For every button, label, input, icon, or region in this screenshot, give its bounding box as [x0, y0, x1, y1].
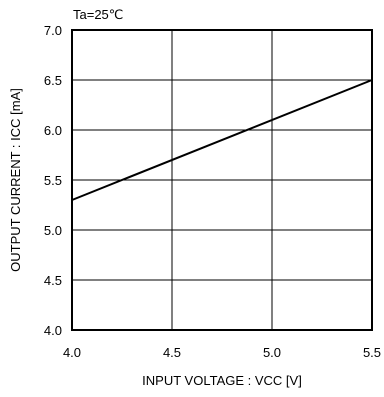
- x-tick-labels: 4.0 4.5 5.0 5.5: [63, 345, 381, 360]
- y-tick-label: 6.5: [44, 73, 62, 88]
- condition-annotation: Ta=25℃: [73, 7, 123, 22]
- y-tick-label: 6.0: [44, 123, 62, 138]
- y-axis-label: OUTPUT CURRENT : ICC [mA]: [8, 88, 23, 272]
- x-tick-label: 5.0: [263, 345, 281, 360]
- y-tick-label: 5.0: [44, 223, 62, 238]
- x-axis-label: INPUT VOLTAGE : VCC [V]: [142, 373, 302, 388]
- y-tick-label: 4.0: [44, 323, 62, 338]
- y-tick-label: 5.5: [44, 173, 62, 188]
- grid-layer: [72, 30, 372, 330]
- series-line-0: [71, 79, 373, 201]
- x-tick-label: 5.5: [363, 345, 381, 360]
- x-tick-label: 4.0: [63, 345, 81, 360]
- y-tick-label: 4.5: [44, 273, 62, 288]
- plot-frame: [71, 29, 373, 331]
- y-tick-labels: 4.0 4.5 5.0 5.5 6.0 6.5 7.0: [44, 23, 62, 338]
- x-tick-label: 4.5: [163, 345, 181, 360]
- y-tick-label: 7.0: [44, 23, 62, 38]
- series-layer: [71, 79, 373, 201]
